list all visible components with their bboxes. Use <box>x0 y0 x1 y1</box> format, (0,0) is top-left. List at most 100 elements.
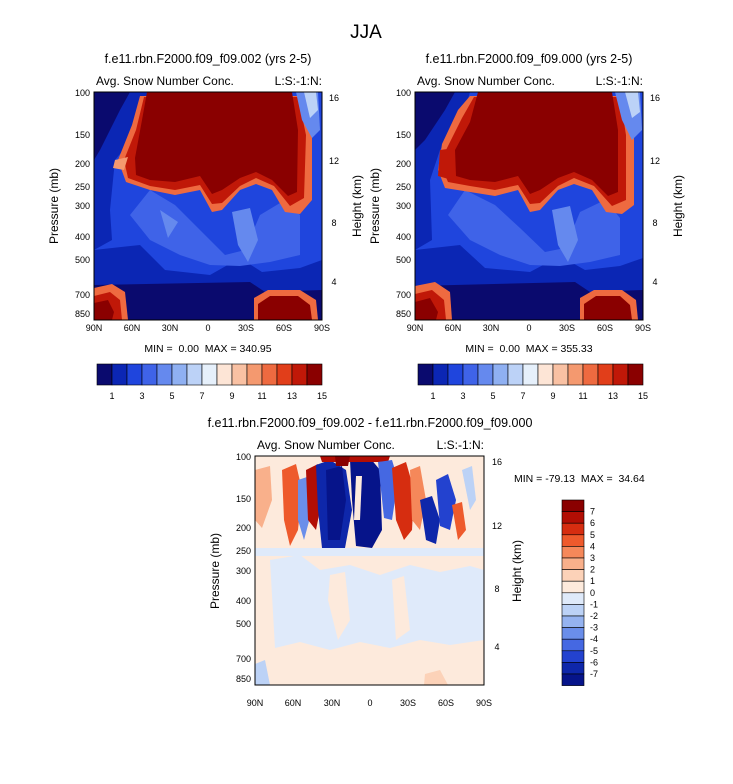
min-max-readout: MIN = 0.00 MAX = 355.33 <box>465 343 592 355</box>
x-tick-label: 30N <box>483 323 500 333</box>
colorbar-label: 1 <box>109 391 114 401</box>
x-tick-label: 60N <box>124 323 141 333</box>
y2-tick-label: 16 <box>492 457 502 467</box>
y-tick-label: 500 <box>236 619 251 629</box>
colorbar: 76 54 3 21 0-1 -2 -3-4 -5-6 -7 <box>561 499 598 686</box>
y2-tick-label: 16 <box>650 93 660 103</box>
colorbar-label: 5 <box>169 391 174 401</box>
x-tick-label: 30S <box>238 323 254 333</box>
panel-title: f.e11.rbn.F2000.f09_f09.002 (yrs 2-5) <box>105 52 312 66</box>
colorbar-swatch <box>111 363 128 386</box>
colorbar-label: 1 <box>430 391 435 401</box>
y-tick-label: 200 <box>236 523 251 533</box>
y-tick-label: 300 <box>75 201 90 211</box>
colorbar-label: 11 <box>578 391 587 401</box>
y-axis: 100 150 200 250 300 400 500 700 850 <box>396 88 411 319</box>
panel-difference: f.e11.rbn.F2000.f09_f09.002 - f.e11.rbn.… <box>208 416 645 708</box>
colorbar-swatch <box>561 580 585 594</box>
colorbar-swatch <box>126 363 143 386</box>
y-tick-label: 850 <box>396 309 411 319</box>
colorbar-swatch <box>582 363 599 386</box>
colorbar-swatch <box>186 363 203 386</box>
y-tick-label: 150 <box>75 130 90 140</box>
colorbar-label: 6 <box>590 518 595 528</box>
colorbar: 1 3 5 7 9 11 13 15 <box>417 363 648 401</box>
y-tick-label: 300 <box>236 566 251 576</box>
y-tick-label: 100 <box>236 452 251 462</box>
plot-border <box>93 91 323 321</box>
y2-tick-label: 12 <box>492 521 502 531</box>
y-tick-label: 200 <box>75 159 90 169</box>
x-tick-label: 90S <box>476 698 492 708</box>
y-tick-label: 200 <box>396 159 411 169</box>
variable-label: Avg. Snow Number Conc. <box>257 438 395 452</box>
x-tick-label: 30S <box>400 698 416 708</box>
y2-axis: 16 12 8 4 <box>650 93 660 287</box>
x-tick-label: 0 <box>526 323 531 333</box>
colorbar-label: 3 <box>460 391 465 401</box>
y-tick-label: 250 <box>236 546 251 556</box>
colorbar-swatch <box>156 363 173 386</box>
colorbar-swatch <box>477 363 494 386</box>
y-tick-label: 150 <box>396 130 411 140</box>
colorbar-swatch <box>291 363 308 386</box>
x-axis: 90N 60N 30N 0 30S 60S 90S <box>407 323 651 333</box>
x-tick-label: 60S <box>438 698 454 708</box>
y2-tick-label: 12 <box>329 156 339 166</box>
colorbar-swatch <box>561 604 585 617</box>
colorbar-label: 15 <box>638 391 648 401</box>
x-tick-label: 60N <box>445 323 462 333</box>
colorbar-swatch <box>276 363 293 386</box>
colorbar-swatch <box>201 363 218 386</box>
colorbar-swatch <box>417 363 434 386</box>
colorbar-swatch <box>462 363 479 386</box>
colorbar-swatch <box>561 673 585 686</box>
colorbar-swatch <box>141 363 158 386</box>
colorbar-label: 7 <box>590 507 595 517</box>
colorbar-label: -1 <box>590 599 598 609</box>
panel-title: f.e11.rbn.F2000.f09_f09.000 (yrs 2-5) <box>426 52 633 66</box>
colorbar-label: -7 <box>590 669 598 679</box>
colorbar-label: 3 <box>139 391 144 401</box>
x-tick-label: 90N <box>407 323 424 333</box>
y-tick-label: 100 <box>75 88 90 98</box>
x-tick-label: 60N <box>285 698 302 708</box>
colorbar-swatch <box>561 627 585 640</box>
x-tick-label: 60S <box>276 323 292 333</box>
colorbar-swatch <box>567 363 584 386</box>
colorbar-label: 15 <box>317 391 327 401</box>
x-tick-label: 0 <box>205 323 210 333</box>
colorbar-swatch <box>492 363 509 386</box>
colorbar-swatch <box>216 363 233 386</box>
colorbar-label: 3 <box>590 553 595 563</box>
y2-axis-title: Height (km) <box>510 540 524 602</box>
colorbar-swatch <box>561 546 585 559</box>
y-tick-label: 700 <box>396 290 411 300</box>
colorbar-swatch <box>561 569 585 582</box>
panel-1: f.e11.rbn.F2000.f09_f09.002 (yrs 2-5) Av… <box>47 52 364 401</box>
y-axis-title: Pressure (mb) <box>47 168 61 244</box>
colorbar-swatch <box>561 662 585 675</box>
y-tick-label: 300 <box>396 201 411 211</box>
y2-tick-label: 8 <box>494 584 499 594</box>
y-axis: 100 150 200 250 300 400 500 700 850 <box>236 452 251 684</box>
colorbar-label: 7 <box>520 391 525 401</box>
variable-label: Avg. Snow Number Conc. <box>417 74 555 88</box>
panel-title: f.e11.rbn.F2000.f09_f09.002 - f.e11.rbn.… <box>208 416 533 430</box>
panel-2: f.e11.rbn.F2000.f09_f09.000 (yrs 2-5) Av… <box>368 52 685 401</box>
colorbar-label: 1 <box>590 576 595 586</box>
level-label: L:S:-1:N: <box>275 74 322 88</box>
colorbar-label: -4 <box>590 634 598 644</box>
colorbar-label: 7 <box>199 391 204 401</box>
y2-tick-label: 4 <box>331 277 336 287</box>
colorbar-label: -5 <box>590 646 598 656</box>
y2-tick-label: 16 <box>329 93 339 103</box>
colorbar-label: 9 <box>550 391 555 401</box>
y-tick-label: 500 <box>396 255 411 265</box>
y-tick-label: 400 <box>396 232 411 242</box>
colorbar-swatch <box>561 615 585 628</box>
y-tick-label: 150 <box>236 494 251 504</box>
min-max-readout: MIN = -79.13 MAX = 34.64 <box>514 473 645 485</box>
colorbar-label: 2 <box>590 565 595 575</box>
